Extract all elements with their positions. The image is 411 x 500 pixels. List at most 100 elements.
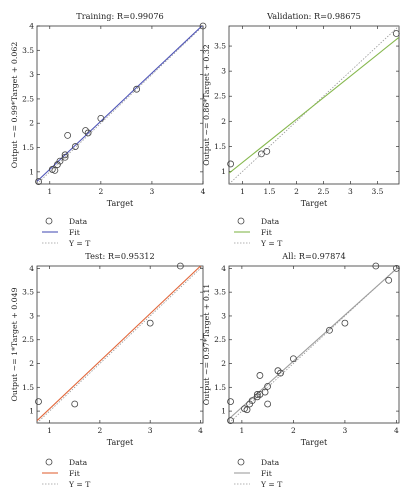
legend-data-label: Data (261, 217, 280, 226)
y-tick-label: 1.5 (22, 383, 34, 392)
legend-data-marker (45, 458, 53, 466)
x-axis-label: Target (107, 438, 134, 447)
y-tick-label: 4 (29, 22, 34, 31)
chart-title: Training: R=0.99076 (76, 11, 164, 21)
legend-fit-label: Fit (69, 228, 80, 237)
identity-line (37, 26, 203, 184)
y-tick-label: 2 (29, 359, 34, 368)
data-point (256, 372, 264, 379)
x-tick-label: 3.5 (371, 187, 383, 196)
data-point (289, 355, 297, 363)
x-tick-label: 2 (98, 187, 103, 196)
y-tick-label: 1.5 (214, 383, 226, 392)
data-point (97, 114, 105, 122)
regression-panel-1: Training: R=0.99076 1 2 3 4 1 1.5 2 2.5 3 3.5 4 Targ… (10, 11, 207, 248)
x-tick-label: 4 (201, 187, 206, 196)
legend-data-label: Data (69, 458, 88, 467)
data-point (56, 157, 64, 165)
legend-data-label: Data (261, 458, 280, 467)
legend-identity-label: Y = T (68, 239, 90, 248)
y-tick-label: 3.5 (22, 46, 34, 55)
data-point (392, 30, 400, 37)
data-point (35, 398, 42, 405)
data-point (326, 326, 333, 334)
data-point (54, 161, 61, 168)
x-tick-label: 3 (343, 426, 348, 435)
data-point (61, 151, 69, 159)
identity-line (229, 26, 399, 184)
data-point (146, 319, 154, 327)
y-tick-label: 1 (221, 407, 226, 416)
y-tick-label: 2.5 (214, 92, 226, 101)
y-axis-label: Output ~= 0.99*Target + 0.062 (10, 42, 19, 169)
legend-fit-label: Fit (261, 469, 272, 478)
data-point (71, 400, 79, 408)
x-tick-label: 2 (294, 187, 299, 196)
y-tick-label: 3.5 (214, 42, 226, 51)
x-tick-label: 2.5 (317, 187, 329, 196)
legend-identity-label: Y = T (260, 480, 282, 489)
y-axis-label: Output ~= 1*Target + 0.049 (10, 287, 19, 401)
regression-panel-4: All: R=0.97874 1 2 3 4 1 1.5 2 2.5 3 3.5 4 Target Out… (202, 251, 400, 489)
y-tick-label: 2 (221, 359, 226, 368)
y-tick-label: 3.5 (22, 288, 34, 297)
y-tick-label: 3 (221, 311, 226, 320)
y-tick-label: 3 (29, 311, 34, 320)
x-axis-label: Target (107, 199, 134, 208)
legend-data-marker (45, 217, 53, 225)
x-tick-label: 1 (47, 187, 52, 196)
y-tick-label: 2.5 (214, 335, 226, 344)
fit-line (37, 266, 202, 422)
y-tick-label: 2 (29, 119, 34, 128)
x-tick-label: 3 (148, 426, 153, 435)
x-tick-label: 1 (239, 426, 244, 435)
data-point (243, 406, 251, 414)
data-point (82, 127, 89, 134)
fit-line (37, 26, 203, 182)
x-tick-label: 3 (150, 187, 155, 196)
data-point (264, 400, 272, 408)
legend-fit-label: Fit (261, 228, 272, 237)
data-point (261, 388, 269, 396)
y-tick-label: 3 (29, 70, 34, 79)
data-point (199, 22, 207, 30)
chart-title: All: R=0.97874 (281, 251, 345, 261)
fit-line (229, 36, 399, 174)
y-tick-label: 1.5 (214, 142, 226, 151)
data-point (253, 391, 261, 398)
data-point (64, 131, 72, 139)
y-tick-label: 3.5 (214, 288, 226, 297)
regression-panel-3: Test: R=0.95312 1 2 3 4 1 1.5 2 2.5 3 3.5 4 Target Ou… (10, 251, 204, 489)
data-point (341, 319, 349, 327)
data-point (61, 153, 69, 161)
legend-data-marker (237, 458, 245, 466)
chart-title: Test: R=0.95312 (85, 251, 154, 261)
data-point (263, 147, 271, 155)
y-axis-label: Output ~= 0.86*Target + 0.32 (202, 44, 211, 166)
chart-title: Validation: R=0.98675 (266, 11, 361, 21)
identity-line (37, 266, 203, 423)
data-point (35, 178, 42, 185)
y-tick-label: 1 (29, 167, 34, 176)
x-tick-label: 1 (47, 426, 52, 435)
regression-panel-2: Validation: R=0.98675 1 1.5 2 2.5 3 3.5 1 1.5 2 2.… (202, 11, 400, 248)
y-tick-label: 3 (221, 67, 226, 76)
data-point (227, 160, 235, 168)
x-tick-label: 4 (198, 426, 203, 435)
data-point (248, 397, 256, 405)
data-point (176, 262, 184, 270)
legend-data-marker (237, 217, 245, 225)
data-point (277, 369, 284, 377)
data-point (372, 262, 380, 270)
y-tick-label: 4 (221, 264, 226, 273)
y-tick-label: 2.5 (22, 94, 34, 103)
y-tick-label: 4 (29, 264, 34, 273)
data-point (71, 143, 79, 150)
x-tick-label: 2 (291, 426, 296, 435)
y-tick-label: 2 (221, 117, 226, 126)
data-point (257, 150, 265, 158)
x-tick-label: 4 (394, 426, 399, 435)
y-tick-label: 1.5 (22, 143, 34, 152)
